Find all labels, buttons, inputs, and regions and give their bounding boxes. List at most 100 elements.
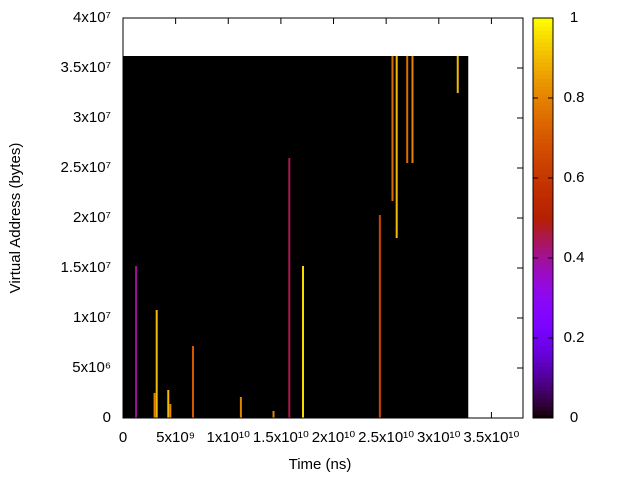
colorbar-segment [533,74,553,79]
streak [288,158,291,418]
x-axis-label: Time (ns) [289,456,352,473]
colorbar-segment [533,166,553,171]
colorbar-segment [533,214,553,219]
streak [302,266,304,418]
x-tick-label: 3x10¹⁰ [417,429,461,446]
colorbar-segment [533,286,553,291]
colorbar-segment [533,302,553,307]
colorbar-segment [533,318,553,323]
colorbar-segment [533,358,553,363]
colorbar-segment [533,226,553,231]
x-tick-label: 0 [119,429,127,446]
colorbar-segment [533,410,553,415]
colorbar-segment [533,334,553,339]
colorbar-segment [533,366,553,371]
colorbar-segment [533,130,553,135]
colorbar-segment [533,290,553,295]
y-axis-label: Virtual Address (bytes) [7,143,24,294]
colorbar-segment [533,154,553,159]
y-tick-label: 5x10⁶ [72,359,111,376]
colorbar-tick-label: 0.2 [564,329,585,346]
y-tick-label: 3.5x10⁷ [61,59,111,76]
colorbar-segment [533,98,553,103]
streak [395,56,398,238]
colorbar-segment [533,338,553,343]
colorbar-segment [533,142,553,147]
colorbar-segment [533,210,553,215]
streak [192,346,194,418]
colorbar-segment [533,70,553,75]
x-tick-label: 2x10¹⁰ [312,429,356,446]
colorbar-segment [533,18,553,23]
colorbar-segment [533,54,553,59]
colorbar-segment [533,250,553,255]
streak [135,266,138,418]
x-tick-label: 5x10⁹ [156,429,195,446]
colorbar-tick-label: 0.4 [564,249,585,266]
colorbar-segment [533,374,553,379]
colorbar-segment [533,270,553,275]
colorbar-segment [533,110,553,115]
colorbar-segment [533,378,553,383]
colorbar-segment [533,102,553,107]
colorbar-segment [533,150,553,155]
colorbar-segment [533,46,553,51]
colorbar-segment [533,258,553,263]
colorbar-segment [533,198,553,203]
y-tick-label: 3x10⁷ [73,109,111,126]
colorbar-segment [533,362,553,367]
colorbar-segment [533,34,553,39]
colorbar-segment [533,386,553,391]
colorbar-segment [533,62,553,67]
streak [153,393,156,418]
colorbar-segment [533,390,553,395]
colorbar-segment [533,230,553,235]
y-tick-label: 2x10⁷ [73,209,111,226]
colorbar-segment [533,38,553,43]
colorbar-segment [533,22,553,27]
colorbar-segment [533,82,553,87]
colorbar-tick-label: 0.8 [564,89,585,106]
colorbar-segment [533,42,553,47]
colorbar-segment [533,234,553,239]
colorbar-segment [533,202,553,207]
colorbar-segment [533,26,553,31]
colorbar-segment [533,346,553,351]
streak [169,404,172,418]
colorbar-segment [533,342,553,347]
colorbar-segment [533,222,553,227]
streak [155,310,158,418]
colorbar-segment [533,174,553,179]
colorbar-tick-label: 0.6 [564,169,585,186]
colorbar-segment [533,190,553,195]
colorbar-segment [533,254,553,259]
colorbar-segment [533,306,553,311]
colorbar-segment [533,238,553,243]
colorbar-segment [533,114,553,119]
colorbar-segment [533,50,553,55]
colorbar-segment [533,266,553,271]
colorbar-segment [533,246,553,251]
colorbar-segment [533,66,553,71]
streak [167,390,170,418]
colorbar-segment [533,186,553,191]
colorbar-segment [533,86,553,91]
colorbar-segment [533,394,553,399]
colorbar-tick-label: 0 [570,409,578,426]
colorbar-segment [533,206,553,211]
colorbar-segment [533,58,553,63]
y-tick-label: 0 [103,409,111,426]
colorbar-segment [533,262,553,267]
colorbar-segment [533,398,553,403]
colorbar-segment [533,30,553,35]
colorbar-segment [533,278,553,283]
colorbar-segment [533,354,553,359]
colorbar-segment [533,326,553,331]
y-tick-label: 4x10⁷ [73,9,111,26]
streak [456,56,459,93]
colorbar-segment [533,218,553,223]
colorbar-segment [533,402,553,407]
colorbar-segment [533,274,553,279]
colorbar-segment [533,178,553,183]
